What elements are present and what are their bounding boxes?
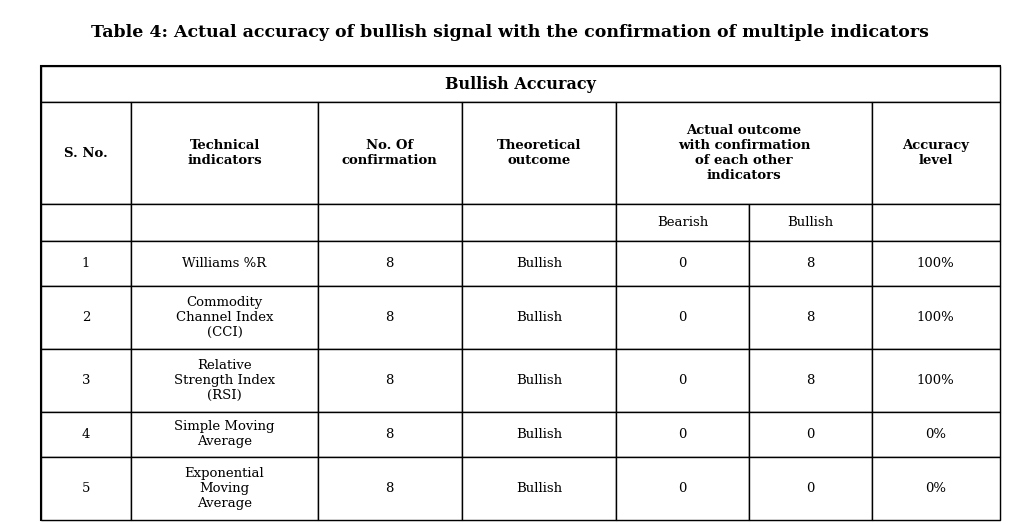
Bar xyxy=(749,204,871,241)
Bar xyxy=(871,412,999,457)
Bar xyxy=(871,102,999,204)
Bar xyxy=(318,102,462,204)
Text: Actual outcome
with confirmation
of each other
indicators: Actual outcome with confirmation of each… xyxy=(677,124,809,182)
Bar xyxy=(131,102,318,204)
Text: Accuracy
level: Accuracy level xyxy=(901,139,968,167)
Bar xyxy=(871,286,999,349)
Text: 0: 0 xyxy=(678,257,686,270)
Text: Bullish: Bullish xyxy=(516,374,561,387)
Bar xyxy=(41,349,131,412)
Bar xyxy=(615,204,749,241)
Bar xyxy=(462,457,615,520)
Text: Bearish: Bearish xyxy=(656,216,707,229)
Text: Simple Moving
Average: Simple Moving Average xyxy=(174,421,274,448)
Text: Exponential
Moving
Average: Exponential Moving Average xyxy=(184,467,264,510)
Text: 8: 8 xyxy=(385,311,393,324)
Text: 4: 4 xyxy=(82,428,90,441)
Text: No. Of
confirmation: No. Of confirmation xyxy=(341,139,437,167)
Text: 0%: 0% xyxy=(924,482,946,495)
Text: Theoretical
outcome: Theoretical outcome xyxy=(496,139,581,167)
Text: 8: 8 xyxy=(806,374,814,387)
Text: Williams %R: Williams %R xyxy=(182,257,266,270)
Bar xyxy=(131,412,318,457)
Text: Bullish: Bullish xyxy=(787,216,833,229)
Bar xyxy=(615,241,749,286)
Text: 0: 0 xyxy=(678,374,686,387)
Text: 5: 5 xyxy=(82,482,90,495)
Text: Bullish: Bullish xyxy=(516,428,561,441)
Bar xyxy=(41,241,131,286)
Text: 0: 0 xyxy=(678,482,686,495)
Text: 8: 8 xyxy=(806,311,814,324)
Bar xyxy=(318,349,462,412)
Bar xyxy=(871,241,999,286)
Text: Bullish: Bullish xyxy=(516,257,561,270)
Text: 2: 2 xyxy=(82,311,90,324)
Bar xyxy=(131,286,318,349)
Bar xyxy=(871,349,999,412)
Text: 0: 0 xyxy=(678,311,686,324)
Text: 3: 3 xyxy=(82,374,91,387)
Bar xyxy=(41,286,131,349)
Bar xyxy=(749,349,871,412)
Bar xyxy=(615,349,749,412)
Text: 8: 8 xyxy=(385,257,393,270)
Bar xyxy=(131,204,318,241)
Text: 8: 8 xyxy=(806,257,814,270)
Bar xyxy=(615,412,749,457)
Bar xyxy=(749,241,871,286)
Text: 8: 8 xyxy=(385,428,393,441)
Text: Bullish: Bullish xyxy=(516,482,561,495)
Bar xyxy=(462,412,615,457)
Bar xyxy=(615,102,871,204)
Bar xyxy=(871,204,999,241)
Bar xyxy=(615,286,749,349)
Bar xyxy=(749,412,871,457)
Bar xyxy=(41,204,131,241)
Text: Table 4: Actual accuracy of bullish signal with the confirmation of multiple ind: Table 4: Actual accuracy of bullish sign… xyxy=(91,24,928,40)
Bar xyxy=(131,241,318,286)
Bar xyxy=(749,286,871,349)
Bar xyxy=(462,102,615,204)
Bar xyxy=(41,66,999,520)
Bar xyxy=(871,457,999,520)
Bar xyxy=(749,457,871,520)
Bar xyxy=(41,66,999,102)
Bar xyxy=(318,241,462,286)
Text: 1: 1 xyxy=(82,257,90,270)
Bar xyxy=(131,457,318,520)
Text: 0: 0 xyxy=(806,482,814,495)
Bar xyxy=(615,457,749,520)
Text: 100%: 100% xyxy=(916,311,954,324)
Bar xyxy=(41,457,131,520)
Text: Technical
indicators: Technical indicators xyxy=(187,139,262,167)
Text: 100%: 100% xyxy=(916,374,954,387)
Text: Bullish: Bullish xyxy=(516,311,561,324)
Text: 0: 0 xyxy=(678,428,686,441)
Text: 100%: 100% xyxy=(916,257,954,270)
Bar xyxy=(462,204,615,241)
Text: 8: 8 xyxy=(385,374,393,387)
Text: 0%: 0% xyxy=(924,428,946,441)
Bar xyxy=(318,412,462,457)
Text: Commodity
Channel Index
(CCI): Commodity Channel Index (CCI) xyxy=(175,296,273,339)
Bar xyxy=(462,349,615,412)
Bar xyxy=(318,457,462,520)
Bar xyxy=(462,286,615,349)
Bar xyxy=(41,412,131,457)
Bar xyxy=(462,241,615,286)
Text: 8: 8 xyxy=(385,482,393,495)
Bar xyxy=(131,349,318,412)
Text: Bullish Accuracy: Bullish Accuracy xyxy=(444,76,595,92)
Text: 0: 0 xyxy=(806,428,814,441)
Text: S. No.: S. No. xyxy=(64,146,108,160)
Bar xyxy=(318,204,462,241)
Bar xyxy=(41,102,131,204)
Bar xyxy=(318,286,462,349)
Text: Relative
Strength Index
(RSI): Relative Strength Index (RSI) xyxy=(174,359,275,402)
